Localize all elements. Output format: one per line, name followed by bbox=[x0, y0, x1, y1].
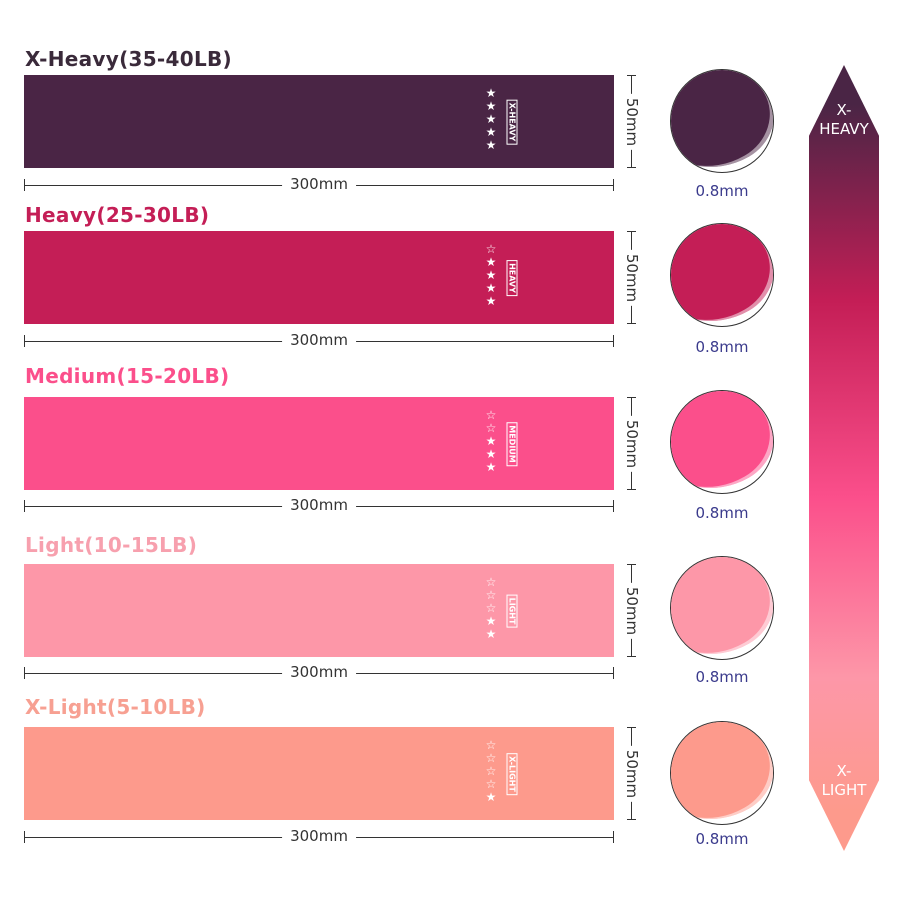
star-filled-icon: ★ bbox=[485, 125, 497, 139]
star-filled-icon: ★ bbox=[485, 434, 497, 448]
star-filled-icon: ★ bbox=[485, 627, 497, 641]
star-empty-icon: ☆ bbox=[485, 601, 497, 615]
star-filled-icon: ★ bbox=[485, 86, 497, 100]
star-filled-icon: ★ bbox=[485, 460, 497, 474]
star-filled-icon: ★ bbox=[485, 294, 497, 308]
band-title: Medium(15-20LB) bbox=[25, 364, 230, 388]
band-title: Heavy(25-30LB) bbox=[25, 203, 210, 227]
width-dimension: 50mm bbox=[623, 727, 641, 820]
star-filled-icon: ★ bbox=[485, 138, 497, 152]
thickness-closeup bbox=[670, 390, 774, 494]
star-filled-icon: ★ bbox=[485, 614, 497, 628]
width-dimension: 50mm bbox=[623, 397, 641, 490]
width-dimension: 50mm bbox=[623, 231, 641, 324]
thickness-label: 0.8mm bbox=[695, 504, 749, 522]
length-label: 300mm bbox=[282, 175, 356, 193]
band-tag: MEDIUM bbox=[506, 422, 518, 466]
length-dimension: 300mm bbox=[24, 827, 614, 845]
band-tag: HEAVY bbox=[506, 260, 518, 296]
scale-top-label: X- HEAVY bbox=[819, 101, 869, 138]
star-filled-icon: ★ bbox=[485, 112, 497, 126]
thickness-closeup bbox=[670, 556, 774, 660]
thickness-label: 0.8mm bbox=[695, 338, 749, 356]
band-title: Light(10-15LB) bbox=[25, 533, 198, 557]
length-dimension: 300mm bbox=[24, 663, 614, 681]
star-empty-icon: ☆ bbox=[485, 764, 497, 778]
band-swatch: ★ ★ ★ ★ ★ X-HEAVY bbox=[24, 75, 614, 168]
width-dimension: 50mm bbox=[623, 564, 641, 657]
width-label: 50mm bbox=[623, 249, 641, 306]
star-filled-icon: ★ bbox=[485, 268, 497, 282]
star-filled-icon: ★ bbox=[485, 281, 497, 295]
length-label: 300mm bbox=[282, 496, 356, 514]
star-empty-icon: ☆ bbox=[485, 575, 497, 589]
band-swatch: ☆ ☆ ☆ ☆ ★ X-LIGHT bbox=[24, 727, 614, 820]
thickness-closeup bbox=[670, 721, 774, 825]
band-tag: LIGHT bbox=[506, 594, 518, 628]
band-rating: ☆ ☆ ☆ ★ ★ LIGHT bbox=[484, 576, 524, 646]
star-filled-icon: ★ bbox=[485, 99, 497, 113]
thickness-closeup bbox=[670, 69, 774, 173]
band-swatch: ☆ ☆ ☆ ★ ★ LIGHT bbox=[24, 564, 614, 657]
band-title: X-Light(5-10LB) bbox=[25, 695, 206, 719]
resistance-scale-arrow bbox=[809, 65, 879, 851]
band-rating: ☆ ☆ ☆ ☆ ★ X-LIGHT bbox=[484, 739, 524, 809]
band-title: X-Heavy(35-40LB) bbox=[25, 47, 232, 71]
band-swatch: ☆ ☆ ★ ★ ★ MEDIUM bbox=[24, 397, 614, 490]
length-label: 300mm bbox=[282, 331, 356, 349]
length-label: 300mm bbox=[282, 663, 356, 681]
star-empty-icon: ☆ bbox=[485, 242, 497, 256]
band-tag: X-HEAVY bbox=[506, 99, 518, 145]
width-label: 50mm bbox=[623, 582, 641, 639]
star-empty-icon: ☆ bbox=[485, 421, 497, 435]
star-empty-icon: ☆ bbox=[485, 751, 497, 765]
band-rating: ☆ ☆ ★ ★ ★ MEDIUM bbox=[484, 409, 524, 479]
star-empty-icon: ☆ bbox=[485, 738, 497, 752]
thickness-closeup bbox=[670, 223, 774, 327]
band-rating: ★ ★ ★ ★ ★ X-HEAVY bbox=[484, 87, 524, 157]
width-dimension: 50mm bbox=[623, 75, 641, 168]
thickness-label: 0.8mm bbox=[695, 668, 749, 686]
length-dimension: 300mm bbox=[24, 331, 614, 349]
width-label: 50mm bbox=[623, 93, 641, 150]
thickness-label: 0.8mm bbox=[695, 830, 749, 848]
width-label: 50mm bbox=[623, 415, 641, 472]
star-filled-icon: ★ bbox=[485, 255, 497, 269]
band-tag: X-LIGHT bbox=[506, 753, 518, 795]
length-dimension: 300mm bbox=[24, 496, 614, 514]
star-empty-icon: ☆ bbox=[485, 777, 497, 791]
length-dimension: 300mm bbox=[24, 175, 614, 193]
band-rating: ☆ ★ ★ ★ ★ HEAVY bbox=[484, 243, 524, 313]
band-swatch: ☆ ★ ★ ★ ★ HEAVY bbox=[24, 231, 614, 324]
width-label: 50mm bbox=[623, 745, 641, 802]
thickness-label: 0.8mm bbox=[695, 182, 749, 200]
star-filled-icon: ★ bbox=[485, 447, 497, 461]
scale-bottom-label: X- LIGHT bbox=[821, 762, 867, 799]
star-empty-icon: ☆ bbox=[485, 588, 497, 602]
length-label: 300mm bbox=[282, 827, 356, 845]
star-empty-icon: ☆ bbox=[485, 408, 497, 422]
star-filled-icon: ★ bbox=[485, 790, 497, 804]
